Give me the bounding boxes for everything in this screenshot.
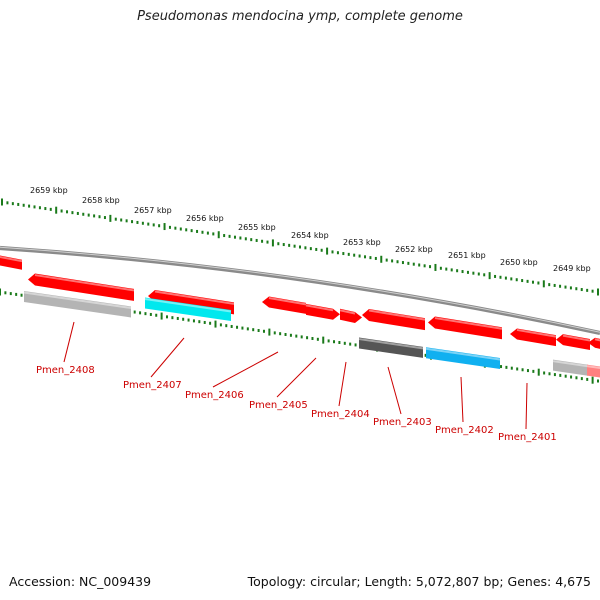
- kbp-label: 2657 kbp: [134, 206, 172, 215]
- cds-feature: [588, 337, 600, 349]
- kbp-label: 2652 kbp: [395, 245, 433, 254]
- cds-feature: [28, 273, 135, 301]
- gene-leader-line: [387, 366, 402, 415]
- pink-feature: [586, 364, 600, 378]
- cds-feature: [362, 308, 426, 331]
- gene-label: Pmen_2408: [36, 365, 95, 376]
- topology-text: Topology: circular; Length: 5,072,807 bp…: [247, 574, 591, 589]
- cds-feature: [556, 334, 591, 351]
- gene-label: Pmen_2401: [498, 432, 557, 443]
- dark-gray-feature: [358, 337, 424, 358]
- cds-feature: [339, 308, 362, 323]
- gray-feature: [552, 359, 589, 376]
- kbp-label: 2653 kbp: [343, 238, 381, 247]
- gene-label: Pmen_2402: [435, 425, 494, 436]
- kbp-label: 2650 kbp: [500, 258, 538, 267]
- kbp-label: 2658 kbp: [82, 196, 120, 205]
- cds-feature: [305, 303, 340, 320]
- cds-feature: [0, 255, 23, 270]
- kbp-label: 2655 kbp: [238, 223, 276, 232]
- gray-feature: [23, 290, 132, 318]
- cyan-feature: [144, 297, 232, 321]
- cds-feature: [262, 296, 307, 314]
- gene-leader-line: [63, 321, 75, 363]
- gene-leader-line: [338, 361, 347, 407]
- kbp-label: 2651 kbp: [448, 251, 486, 260]
- gene-label: Pmen_2407: [123, 380, 182, 391]
- cds-feature: [428, 316, 503, 340]
- gene-leader-line: [212, 351, 279, 388]
- kbp-label: 2649 kbp: [553, 264, 591, 273]
- genome-backbone: [0, 245, 600, 336]
- gene-label: Pmen_2404: [311, 409, 370, 420]
- outer-scale-ticks: [1, 198, 599, 296]
- gene-leader-line: [460, 376, 464, 423]
- gene-label: Pmen_2405: [249, 400, 308, 411]
- gene-label: Pmen_2403: [373, 417, 432, 428]
- blue-feature: [425, 347, 501, 369]
- cds-feature: [510, 328, 557, 347]
- feature-track: [0, 255, 600, 378]
- kbp-label: 2659 kbp: [30, 186, 68, 195]
- gene-leader-line: [525, 382, 528, 430]
- gene-label: Pmen_2406: [185, 390, 244, 401]
- gene-labels: Pmen_2408Pmen_2407Pmen_2406Pmen_2405Pmen…: [36, 321, 557, 443]
- accession-text: Accession: NC_009439: [9, 574, 152, 589]
- gene-leader-line: [150, 337, 185, 378]
- kbp-label: 2654 kbp: [291, 231, 329, 240]
- map-title: Pseudomonas mendocina ymp, complete geno…: [137, 9, 463, 24]
- kbp-label: 2656 kbp: [186, 214, 224, 223]
- kbp-labels: 2659 kbp 2658 kbp 2657 kbp 2656 kbp 2655 kbp…: [30, 186, 591, 273]
- gene-leader-line: [276, 357, 317, 398]
